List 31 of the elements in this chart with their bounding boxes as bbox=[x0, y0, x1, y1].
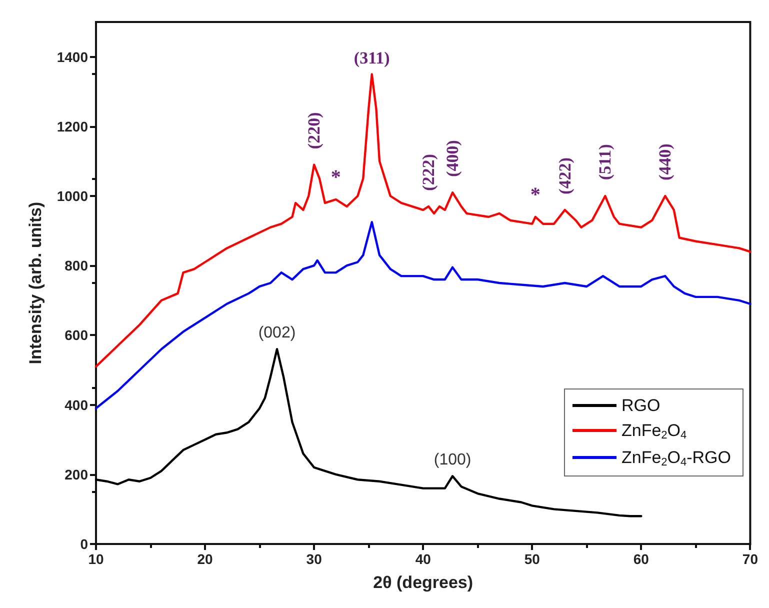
x-tick-label: 70 bbox=[742, 551, 758, 567]
annotation: (511) bbox=[596, 144, 615, 180]
x-tick-label: 30 bbox=[306, 551, 322, 567]
annotation: * bbox=[530, 184, 540, 206]
line-series bbox=[94, 221, 752, 410]
y-tick-label: 1200 bbox=[56, 118, 88, 134]
annotation: (002) bbox=[258, 324, 296, 342]
x-axis-title: 2θ (degrees) bbox=[373, 573, 474, 592]
x-tick-label: 10 bbox=[88, 551, 104, 567]
y-tick-label: 800 bbox=[64, 258, 88, 274]
y-tick-label: 400 bbox=[64, 396, 88, 413]
y-tick-label: 1400 bbox=[56, 48, 88, 65]
y-tick-label: 0 bbox=[80, 536, 88, 552]
annotation: (100) bbox=[434, 452, 472, 469]
annotation: (400) bbox=[443, 140, 462, 177]
y-tick-label: 600 bbox=[64, 327, 88, 344]
legend-label: RGO bbox=[621, 396, 660, 415]
annotation: (440) bbox=[656, 144, 675, 180]
x-tick-label: 40 bbox=[415, 551, 432, 567]
line-series bbox=[94, 73, 752, 368]
annotation: * bbox=[330, 166, 341, 188]
x-tick-label: 20 bbox=[197, 551, 214, 567]
y-tick-label: 1000 bbox=[56, 188, 88, 204]
x-tick-label: 60 bbox=[633, 551, 650, 567]
annotation: (220) bbox=[304, 112, 324, 150]
x-tick-label: 50 bbox=[524, 551, 540, 567]
annotation: (222) bbox=[419, 154, 438, 191]
annotation: (311) bbox=[354, 48, 390, 68]
annotation: (422) bbox=[555, 158, 574, 194]
y-tick-label: 200 bbox=[64, 466, 88, 482]
y-axis-title: Intensity (arb. units) bbox=[26, 202, 45, 364]
